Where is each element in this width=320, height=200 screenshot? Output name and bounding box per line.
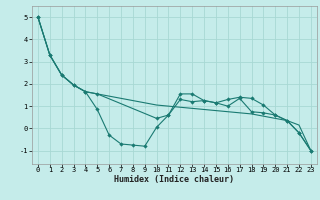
X-axis label: Humidex (Indice chaleur): Humidex (Indice chaleur) xyxy=(115,175,234,184)
